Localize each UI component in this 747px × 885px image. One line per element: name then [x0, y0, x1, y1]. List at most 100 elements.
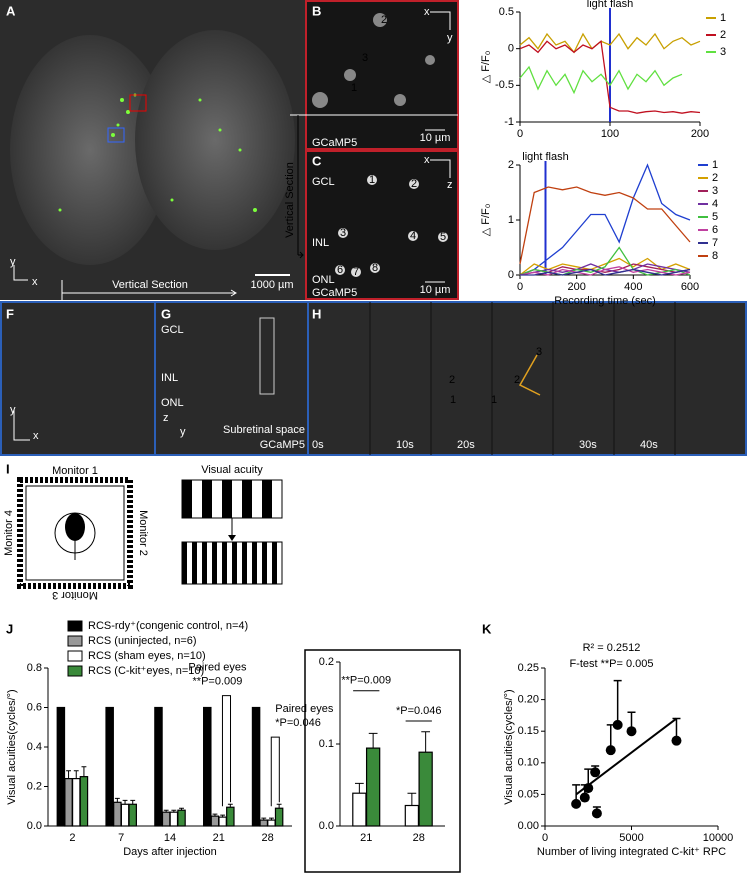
- bar: [79, 776, 89, 827]
- annotation: *P=0.046: [396, 705, 442, 717]
- arrow: [298, 251, 304, 259]
- y-axis-label: Visual acuities(cycles/°): [6, 689, 18, 804]
- legend-label: 3: [712, 185, 718, 197]
- image-c: [305, 150, 459, 300]
- legend-label: 2: [712, 172, 718, 184]
- axis-x: x: [424, 154, 430, 166]
- bar: [113, 801, 122, 827]
- error-bar: [227, 803, 233, 808]
- layer: INL: [161, 372, 178, 384]
- time: 0s: [312, 439, 324, 451]
- panel-letter: F: [6, 306, 14, 321]
- error-bar: [171, 809, 177, 813]
- stain: GCaMP5: [312, 287, 357, 299]
- axes-icon: [13, 265, 28, 281]
- layer: GCL: [161, 324, 184, 336]
- section-label: Vertical Section: [284, 162, 296, 238]
- bar: [251, 706, 261, 827]
- y-axis-label: △ F/F₀: [480, 51, 492, 84]
- y-tick-label: 0.10: [518, 757, 539, 769]
- legend-label: RCS (C-kit⁺eyes, n=10): [88, 665, 204, 677]
- axis-z: z: [163, 412, 169, 424]
- frames: [369, 302, 676, 455]
- legend-label: RCS-rdy⁺(congenic control, n=4): [88, 620, 248, 632]
- x-tick-label: 21: [360, 832, 372, 844]
- axis-z: z: [447, 179, 453, 191]
- error-bar: [81, 766, 87, 777]
- layer: GCL: [312, 176, 335, 188]
- arrowhead: [228, 535, 236, 541]
- space-label: Subretinal space: [223, 424, 305, 436]
- y-tick-label: 0.2: [319, 656, 334, 668]
- point: [590, 767, 601, 778]
- x-tick-label: 28: [413, 832, 425, 844]
- point: [583, 783, 594, 794]
- x-tick-label: 0: [517, 128, 523, 140]
- point: [579, 792, 590, 803]
- y-tick-label: 0.8: [27, 662, 42, 674]
- acuity-label: Visual acuity: [201, 464, 263, 476]
- bracket: [221, 695, 232, 807]
- y-tick-label: 0.2: [27, 780, 42, 792]
- panel-letter: C: [312, 153, 322, 168]
- x-tick-label: 14: [164, 832, 176, 844]
- annotation: Paired eyes: [188, 662, 247, 674]
- point: [591, 808, 602, 819]
- x-tick-label: 2: [69, 832, 75, 844]
- y-tick-label: 0.5: [499, 6, 514, 18]
- error-bar: [269, 817, 274, 821]
- bar: [105, 706, 114, 827]
- monitor-label: Monitor 2: [137, 510, 149, 556]
- scale-label: 10 µm: [420, 284, 451, 296]
- roi-b: [129, 94, 147, 112]
- bar: [365, 747, 381, 827]
- stat: F-test **P= 0.005: [569, 658, 653, 670]
- axes-icon: [13, 410, 30, 441]
- x-axis-label: Recording time (sec): [554, 295, 655, 307]
- panel-letter: H: [312, 306, 321, 321]
- error-bar: [368, 732, 378, 749]
- cell-id: 2: [411, 178, 417, 190]
- x-tick-label: 600: [681, 281, 699, 293]
- cell-ids: 1 2 3 4 5 6 7 8: [335, 174, 448, 278]
- bar: [274, 807, 284, 827]
- cell-id: 6: [337, 264, 343, 276]
- cell-id: 5: [440, 231, 446, 243]
- x-tick-label: 200: [567, 281, 585, 293]
- bar: [226, 806, 235, 827]
- cell-id: 3: [362, 52, 368, 64]
- legend-label: 1: [712, 159, 718, 171]
- y-tick-label: 0.00: [518, 820, 539, 832]
- bracket: [270, 736, 280, 807]
- y-tick-label: 0.1: [319, 738, 334, 750]
- error-bar: [73, 770, 79, 779]
- fit-line: [575, 717, 678, 796]
- error-bar: [613, 679, 622, 725]
- panel-letter: B: [312, 3, 321, 18]
- bar: [154, 706, 163, 827]
- legend-label: 1: [720, 12, 726, 24]
- error-bar: [276, 803, 282, 809]
- x-tick-label: 28: [261, 832, 273, 844]
- axis-y: y: [10, 256, 16, 268]
- x-axis-label: Number of living integrated C-kit⁺ RPC: [537, 846, 726, 858]
- stain: GCaMP5: [312, 137, 357, 149]
- series-line: [519, 65, 683, 95]
- error-bar: [122, 799, 128, 805]
- legend-swatch: [67, 635, 83, 647]
- bar: [64, 777, 73, 827]
- stain: GCaMP5: [260, 439, 305, 451]
- bar: [418, 751, 433, 827]
- error-bar: [354, 782, 364, 794]
- error-bar: [130, 799, 136, 805]
- monitor-label: Monitor 4: [3, 510, 15, 556]
- bar: [56, 706, 66, 827]
- axes-icon: [430, 11, 451, 30]
- bar: [71, 777, 81, 827]
- gfp-cells: [58, 93, 257, 212]
- annotation: *P=0.046: [275, 717, 321, 729]
- stripes: [182, 542, 277, 584]
- time: 40s: [640, 439, 658, 451]
- cell-id: 2: [514, 374, 520, 386]
